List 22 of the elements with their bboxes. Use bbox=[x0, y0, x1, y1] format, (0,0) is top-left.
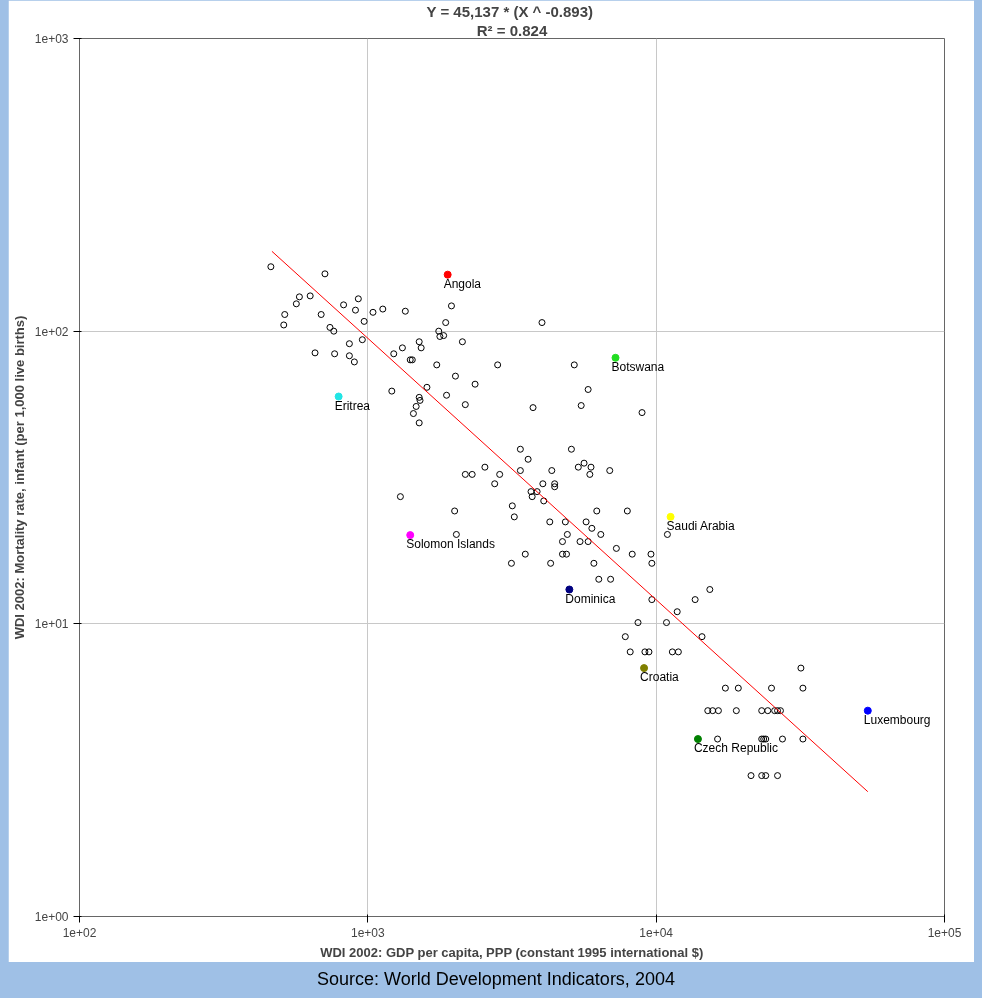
y-axis-title: WDI 2002: Mortality rate, infant (per 1,000 live births) bbox=[11, 315, 27, 640]
series-label: Angola bbox=[443, 276, 482, 291]
x-tick-label: 1e+02 bbox=[62, 925, 97, 940]
y-tick-label: 1e+02 bbox=[34, 324, 69, 339]
series-label: Croatia bbox=[640, 670, 680, 685]
x-tick-label: 1e+03 bbox=[350, 925, 386, 940]
x-tick-label: 1e+05 bbox=[927, 925, 962, 940]
x-axis-title: WDI 2002: GDP per capita, PPP (constant 1995 international $) bbox=[320, 944, 704, 960]
series-label: Solomon Islands bbox=[406, 537, 495, 552]
series-label: Eritrea bbox=[334, 398, 371, 413]
series-label: Luxembourg bbox=[863, 712, 931, 727]
chart-subtitle: R² = 0.824 bbox=[476, 21, 548, 39]
series-label: Dominica bbox=[565, 591, 616, 606]
source-note: Source: World Development Indicators, 2004 bbox=[317, 968, 675, 991]
x-tick-label: 1e+04 bbox=[639, 925, 674, 940]
series-label: Czech Republic bbox=[693, 741, 778, 756]
y-tick-label: 1e+03 bbox=[34, 32, 69, 46]
y-tick-label: 1e+00 bbox=[34, 910, 69, 924]
series-label: Botswana bbox=[611, 359, 665, 374]
series-label: Saudi Arabia bbox=[666, 518, 735, 533]
chart-title: Y = 45,137 * (X ^ -0.893) bbox=[426, 2, 594, 20]
y-tick-label: 1e+01 bbox=[34, 617, 69, 632]
